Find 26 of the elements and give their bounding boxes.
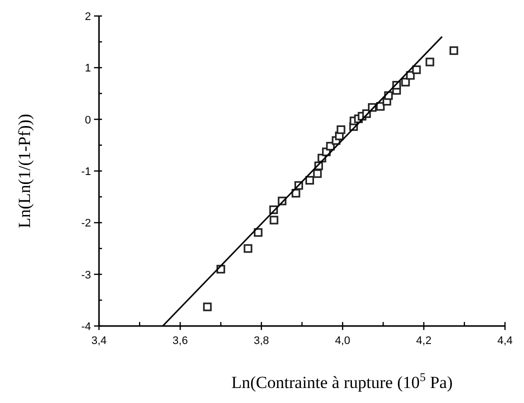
x-tick-label: 4,4: [497, 335, 513, 347]
point: [313, 169, 322, 178]
x-tick-label: 4,0: [334, 335, 350, 347]
y-tick-label: 1: [84, 62, 91, 75]
point: [336, 125, 346, 134]
y-tick-label: -2: [81, 218, 91, 230]
x-tick-label: 3,8: [254, 335, 270, 347]
point: [305, 176, 314, 185]
x-axis-title: Ln(Contrainte à rupture (10$^{5}$ Pa): [231, 370, 453, 392]
point: [203, 302, 212, 312]
point: [426, 58, 434, 66]
point: [270, 216, 278, 224]
y-tick-label: 2: [84, 11, 91, 23]
x-tick-label: 4,2: [416, 335, 432, 347]
y-tick-label: -4: [81, 321, 91, 333]
x-tick-label: 3,4: [91, 335, 107, 347]
point: [254, 228, 262, 237]
y-tick-label: -3: [81, 269, 91, 282]
point: [450, 46, 458, 55]
x-tick-label: 3,6: [172, 335, 188, 347]
point: [401, 78, 410, 86]
y-tick-label: -1: [81, 166, 91, 178]
y-tick-label: 0: [84, 114, 91, 126]
point: [412, 65, 421, 74]
point: [244, 244, 252, 253]
y-axis-title: Ln(Ln(1/(1-Pf))): [15, 114, 34, 228]
